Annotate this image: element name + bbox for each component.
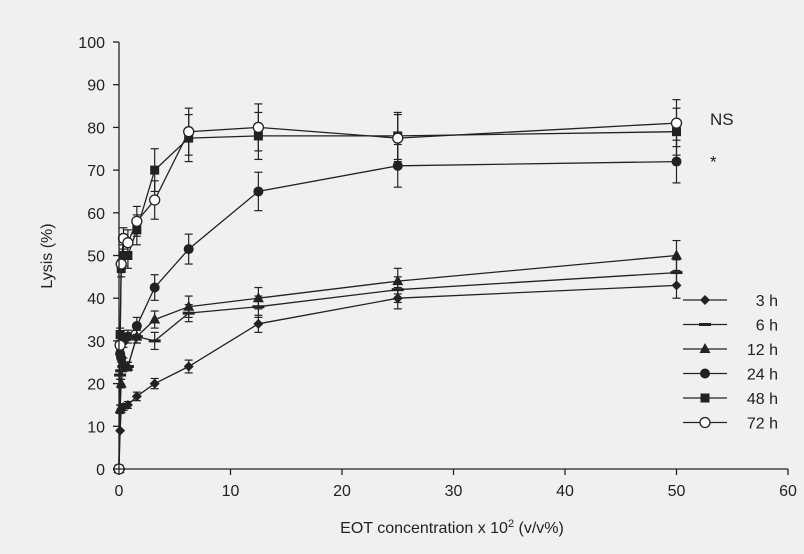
series-line-3h: [118, 284, 677, 470]
legend-item-24h: 24 h: [683, 367, 778, 384]
y-tick-label: 20: [87, 377, 105, 394]
legend-item-48h: 48 h: [683, 391, 778, 408]
data-point: [115, 258, 127, 270]
legend-label: 12 h: [747, 342, 778, 359]
data-point: [253, 318, 264, 329]
series-72h: [113, 99, 683, 475]
data-point: [392, 160, 403, 171]
x-tick-label: 60: [779, 483, 797, 500]
legend: 3 h 6 h 12 h 24 h 48 h 72 h: [683, 293, 778, 433]
data-point: [122, 331, 133, 342]
data-point: [149, 378, 160, 389]
data-point: [149, 282, 160, 293]
data-point: [131, 330, 143, 341]
legend-marker: [699, 416, 711, 429]
y-tick-label: 50: [87, 249, 105, 266]
data-point: [252, 292, 264, 303]
data-point: [183, 244, 194, 255]
y-tick-label: 80: [87, 120, 105, 137]
data-point: [671, 156, 682, 167]
data-point: [392, 132, 404, 144]
data-point: [670, 117, 683, 129]
x-tick-label: 40: [556, 483, 574, 500]
x-tick-label: 0: [115, 483, 124, 500]
y-tick-label: 70: [87, 163, 105, 180]
series-12h: [113, 239, 682, 473]
legend-label: 48 h: [747, 391, 778, 408]
x-axis-title: EOT concentration x 102 (v/v%): [340, 518, 564, 537]
data-point: [148, 339, 161, 343]
data-point: [671, 249, 682, 260]
data-point: [150, 165, 160, 175]
x-tick-label: 20: [333, 483, 351, 500]
axes: 0 10 20 30 40 50 60 70 80 90 100 0 10 20 30 40 50 60: [78, 35, 797, 500]
series-line-24h: [118, 160, 677, 470]
x-tick-label: 10: [222, 483, 240, 500]
data-point: [149, 313, 161, 324]
data-point: [114, 339, 126, 351]
legend-marker: [700, 295, 710, 305]
data-point: [670, 271, 683, 275]
data-point: [183, 300, 195, 311]
data-point: [131, 320, 142, 331]
y-axis-title: Lysis (%): [39, 223, 56, 288]
x-axis-title-sup: 2: [508, 518, 514, 530]
data-point: [116, 352, 127, 363]
x-tick-label: 50: [668, 483, 686, 500]
legend-label: 72 h: [747, 416, 778, 433]
legend-label: 24 h: [747, 367, 778, 384]
legend-marker: [699, 343, 711, 353]
data-point: [183, 126, 195, 138]
y-tick-label: 40: [87, 291, 105, 308]
y-tick-label: 90: [87, 78, 105, 95]
data-point: [122, 360, 134, 371]
legend-marker: [700, 393, 710, 403]
y-tick-label: 100: [78, 35, 105, 52]
x-tick-label: 30: [445, 483, 463, 500]
y-tick-label: 0: [96, 462, 105, 479]
data-point: [131, 391, 142, 402]
legend-label: 3 h: [756, 293, 778, 310]
legend-marker: [699, 323, 711, 326]
data-point: [253, 186, 264, 197]
x-axis-title-suffix: (v/v%): [514, 520, 564, 537]
legend-marker: [700, 368, 710, 379]
plot-area: NS *: [113, 99, 734, 475]
annotation-label: NS: [710, 110, 734, 129]
legend-item-72h: 72 h: [683, 416, 778, 433]
data-point: [252, 121, 265, 134]
data-point: [392, 275, 404, 286]
y-tick-label: 60: [87, 206, 105, 223]
data-point: [122, 399, 133, 410]
legend-item-6h: 6 h: [683, 318, 778, 335]
data-point: [131, 215, 143, 227]
legend-item-12h: 12 h: [683, 342, 778, 359]
data-point: [149, 194, 161, 206]
y-tick-label: 30: [87, 334, 105, 351]
x-axis-title-main: EOT concentration x 10: [340, 520, 508, 537]
y-tick-label: 10: [87, 419, 105, 436]
legend-label: 6 h: [756, 318, 778, 335]
annotation-label: *: [710, 153, 717, 172]
data-point: [122, 237, 134, 249]
data-point: [183, 361, 194, 372]
legend-item-3h: 3 h: [683, 293, 778, 310]
